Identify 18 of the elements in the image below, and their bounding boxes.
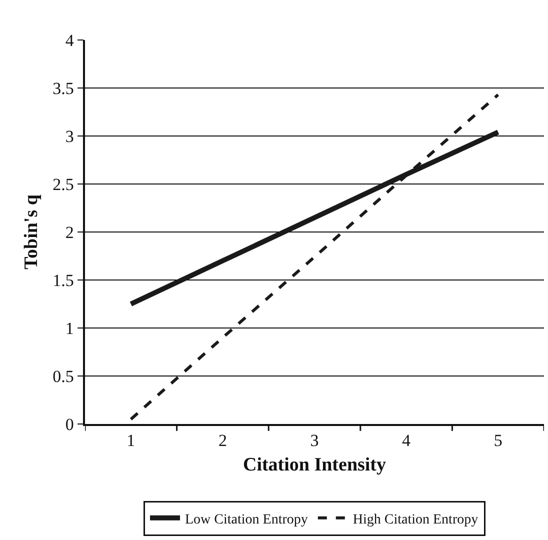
legend-label: Low Citation Entropy <box>185 512 308 528</box>
y-tick-label: 2.5 <box>52 174 74 194</box>
x-tick-label: 1 <box>126 431 136 450</box>
x-tick-label: 3 <box>310 431 319 450</box>
y-tick-label: 2 <box>65 222 74 242</box>
y-tick-label: 3.5 <box>52 78 74 98</box>
legend-label: High Citation Entropy <box>352 512 478 528</box>
y-tick-label: 1 <box>65 318 74 338</box>
y-tick-label: 1.5 <box>52 270 74 290</box>
x-axis-title: Citation Intensity <box>242 454 387 476</box>
x-tick-label: 5 <box>494 431 502 450</box>
y-tick-label: 0.5 <box>52 366 74 386</box>
y-axis-title: Tobin's q <box>20 194 42 270</box>
y-tick-label: 0 <box>65 414 74 434</box>
y-tick-label: 4 <box>65 30 74 50</box>
x-tick-label: 4 <box>402 431 412 450</box>
x-tick-label: 2 <box>218 431 227 450</box>
y-tick-label: 3 <box>65 126 74 146</box>
